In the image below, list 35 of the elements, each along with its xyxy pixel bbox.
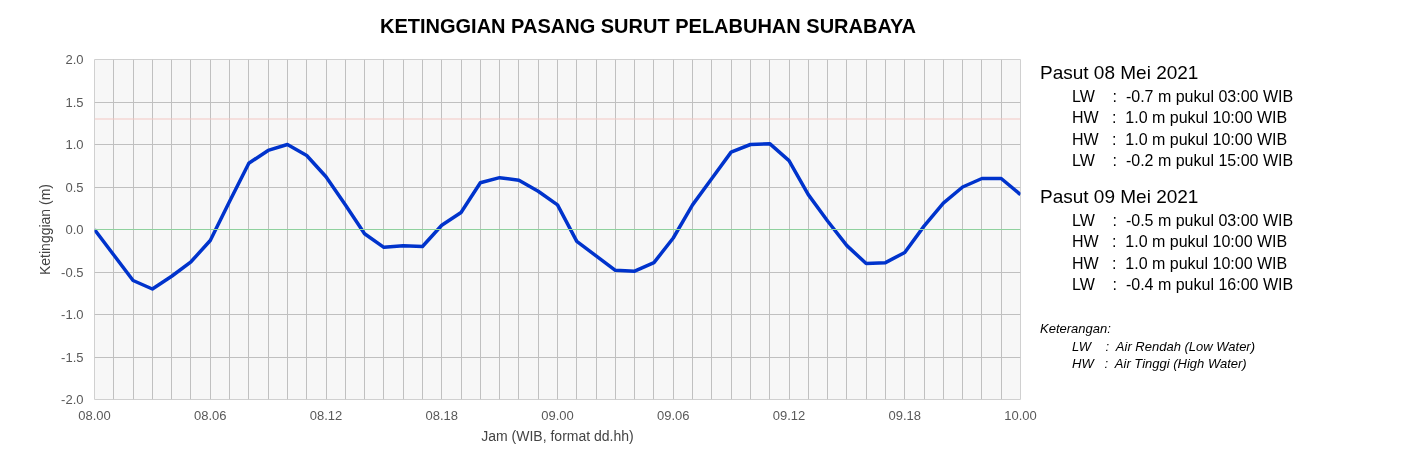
text: Pasut 08 Mei 2021 [1040,61,1200,85]
text: LW : Air Rendah (Low Water) [1072,337,1257,356]
y-tick-label: 1.0 [65,137,84,152]
y-tick-label: -2.0 [61,392,84,407]
y-tick-label: -1.5 [61,349,84,365]
x-tick-label: 08.00 [78,407,111,423]
text: LW : -0.5 m pukul 03:00 WIB [1072,210,1294,231]
text: HW : 1.0 m pukul 10:00 WIB [1072,232,1289,253]
x-axis-title: Jam (WIB, format dd.hh) [481,427,634,444]
y-axis-title: Ketinggian (m) [37,183,54,276]
x-tick-label: 09.00 [541,407,574,423]
x-tick-label: 08.18 [425,407,459,423]
x-tick-label: 09.18 [888,407,922,423]
text: LW : -0.4 m pukul 16:00 WIB [1072,275,1294,296]
y-tick-label: 0.0 [65,222,84,237]
y-tick-label: 2.0 [65,52,84,67]
text: LW : -0.7 m pukul 03:00 WIB [1072,86,1294,107]
y-tick-label: -0.5 [61,264,84,280]
x-tick-label: 09.06 [656,407,690,423]
text: Pasut 09 Mei 2021 [1040,185,1200,209]
y-tick-label: 1.5 [65,94,84,110]
text: HW : Air Tinggi (High Water) [1072,355,1248,373]
text: HW : 1.0 m pukul 10:00 WIB [1072,129,1289,150]
y-tick-label: 0.5 [65,179,84,195]
chart-title: KETINGGIAN PASANG SURUT PELABUHAN SURABAYA [380,14,916,39]
text: Keterangan: [1040,320,1112,338]
x-tick-label: 08.12 [309,407,343,423]
text: HW : 1.0 m pukul 10:00 WIB [1072,253,1289,274]
text: HW : 1.0 m pukul 10:00 WIB [1072,108,1289,129]
y-tick-label: -1.0 [61,307,84,322]
x-tick-label: 09.12 [772,407,806,423]
text: LW : -0.2 m pukul 15:00 WIB [1072,151,1294,172]
x-tick-label: 08.06 [193,407,227,423]
x-tick-label: 10.00 [1004,407,1037,423]
line-series [94,141,1021,291]
